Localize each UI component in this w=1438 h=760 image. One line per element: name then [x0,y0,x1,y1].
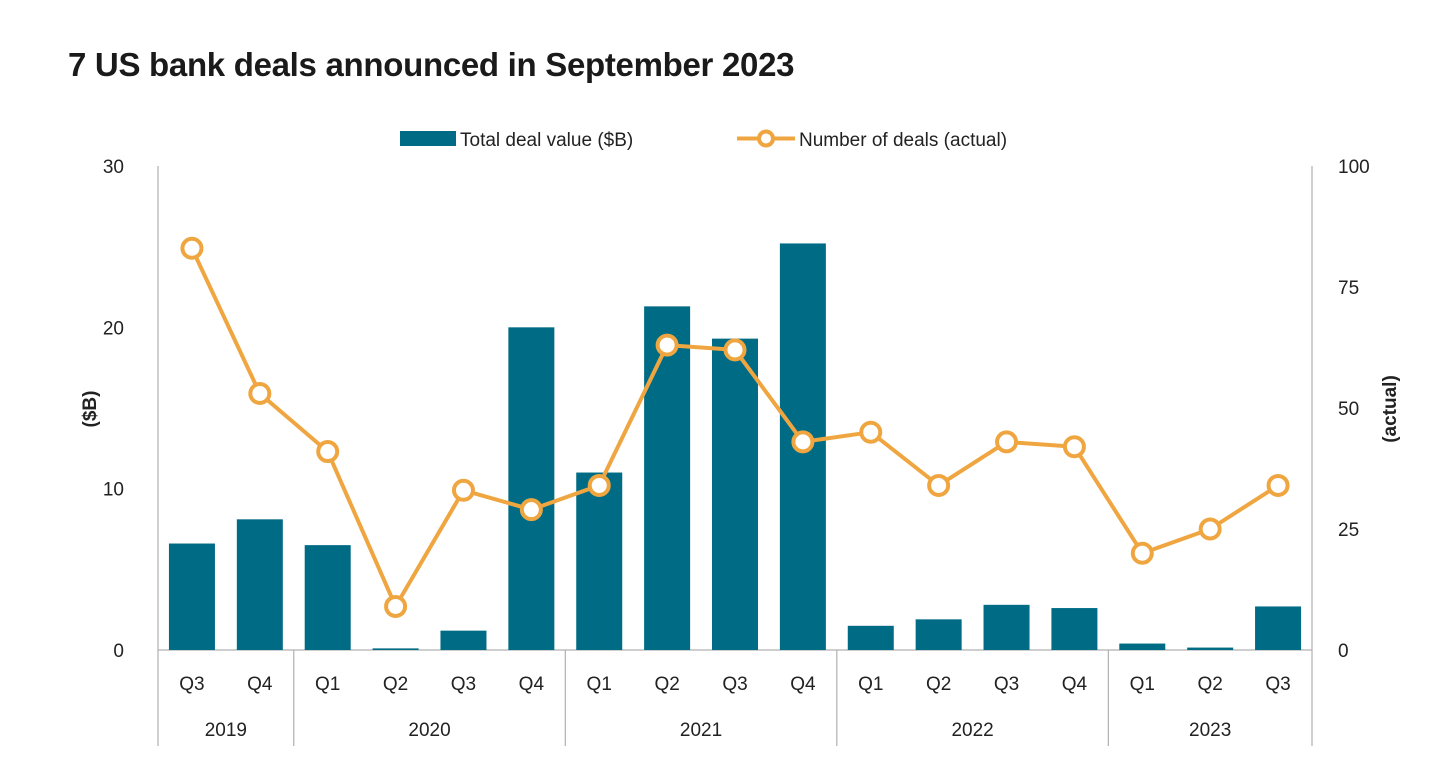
line-point [384,594,408,618]
y2-tick-label: 100 [1338,157,1370,178]
line-point [1130,541,1154,565]
year-label: 2022 [951,720,993,741]
bar [1255,606,1302,650]
bar [576,472,623,650]
x-tick-label: Q3 [451,674,476,695]
line-point [519,498,543,522]
bar [983,604,1030,650]
line-point [248,381,272,405]
bar [847,625,894,650]
bar [508,327,555,650]
bar [1119,643,1166,650]
line-point [180,236,204,260]
x-tick-label: Q1 [1130,674,1155,695]
bar [644,306,691,650]
x-tick-label: Q3 [1265,674,1290,695]
x-tick-label: Q2 [1197,674,1222,695]
bar [168,543,215,650]
bar [304,545,351,650]
year-label: 2019 [205,720,247,741]
x-tick-label: Q4 [1062,674,1088,695]
line-point [1198,517,1222,541]
y-axis-title: ($B) [80,391,101,428]
x-tick-label: Q2 [926,674,951,695]
y-tick-label: 20 [103,318,124,339]
y2-tick-label: 25 [1338,520,1359,541]
legend-bar-label: Total deal value ($B) [460,130,633,151]
x-tick-label: Q4 [790,674,816,695]
year-label: 2020 [408,720,450,741]
line-point [316,440,340,464]
line-point [655,333,679,357]
legend-bar-swatch [400,131,456,146]
tick-labels: 0 10 20 30 0 25 50 75 100 Q3 Q4 Q1 Q2 Q3 Q4 Q1 Q2 Q3 Q4 Q1 Q… [103,157,1370,741]
legend-line-label: Number of deals (actual) [799,130,1007,151]
x-tick-label: Q2 [383,674,408,695]
bar [236,519,283,650]
y-tick-label: 0 [113,641,124,662]
y-tick-label: 10 [103,480,124,501]
line-point [451,478,475,502]
legend: Total deal value ($B) Number of deals (a… [400,129,1007,151]
bar [440,630,487,650]
x-tick-label: Q3 [722,674,747,695]
line-point [927,473,951,497]
line-point [859,420,883,444]
y2-tick-label: 50 [1338,399,1359,420]
line-point [1062,435,1086,459]
bar [915,619,962,650]
year-label: 2023 [1189,720,1231,741]
bars [168,243,1302,650]
line-point [1266,473,1290,497]
x-tick-label: Q4 [247,674,273,695]
legend-line-marker [757,129,775,148]
x-tick-label: Q2 [654,674,679,695]
x-tick-label: Q3 [179,674,204,695]
x-tick-label: Q3 [994,674,1019,695]
bar [712,338,758,650]
line-point [723,338,747,362]
x-tick-label: Q1 [587,674,612,695]
y2-tick-label: 0 [1338,641,1349,662]
bar [1051,608,1098,650]
x-tick-label: Q4 [519,674,545,695]
chart-title: 7 US bank deals announced in September 2… [68,46,795,83]
y2-tick-label: 75 [1338,278,1359,299]
y-tick-label: 30 [103,157,124,178]
bar [372,648,419,650]
line-point [587,473,611,497]
x-tick-label: Q1 [315,674,340,695]
y2-axis-title: (actual) [1380,375,1401,443]
line-point [995,430,1019,454]
line-point [791,430,815,454]
line-series [180,236,1290,618]
year-label: 2021 [680,720,722,741]
x-tick-label: Q1 [858,674,883,695]
bar [1187,647,1234,650]
